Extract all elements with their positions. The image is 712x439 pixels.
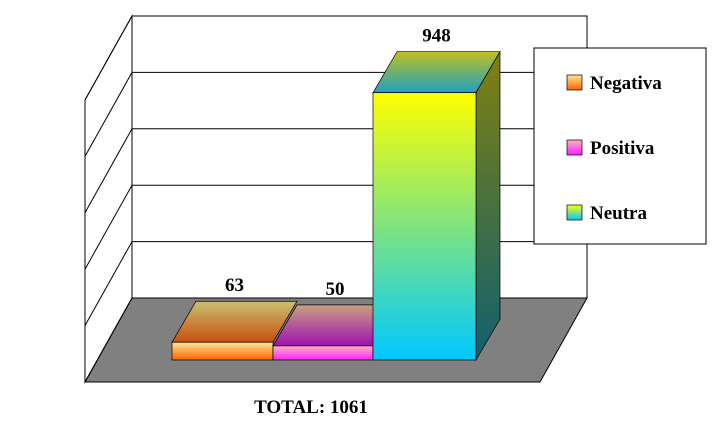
x-axis-label: TOTAL: 1061 xyxy=(254,397,368,418)
bar-neutra xyxy=(372,50,501,362)
data-label-positiva: 50 xyxy=(326,279,345,300)
data-label-negativa: 63 xyxy=(225,275,244,296)
gridline-side xyxy=(84,241,133,326)
legend-label-positiva: Positiva xyxy=(590,138,655,159)
legend: Negativa Positiva Neutra xyxy=(533,47,707,245)
gridline-side xyxy=(84,184,133,270)
back-wall xyxy=(131,15,588,299)
bar-front-face xyxy=(171,341,274,361)
bar-positiva xyxy=(272,304,398,361)
bars xyxy=(171,50,501,362)
gridline-side xyxy=(84,128,133,214)
legend-swatch-neutra xyxy=(566,204,583,221)
gridline-side xyxy=(84,72,133,157)
gridline-side xyxy=(84,297,133,383)
legend-box xyxy=(533,47,707,245)
bar-negativa xyxy=(171,300,298,361)
bar-side-face xyxy=(475,50,501,362)
data-labels: 63 50 948 xyxy=(225,26,451,300)
legend-swatch-positiva xyxy=(566,139,583,156)
gridline-side xyxy=(84,15,133,101)
bar-front-face xyxy=(372,92,477,361)
bar-front-face xyxy=(272,345,374,361)
legend-label-neutra: Neutra xyxy=(590,203,647,224)
legend-swatch-negativa xyxy=(566,74,583,91)
data-label-neutra: 948 xyxy=(422,26,451,47)
legend-label-negativa: Negativa xyxy=(590,73,662,94)
